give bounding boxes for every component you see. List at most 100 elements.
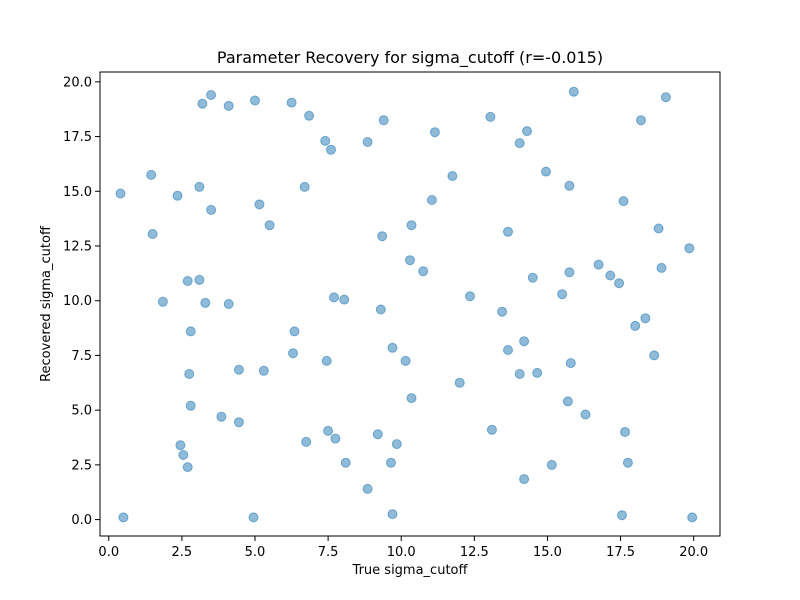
points-layer bbox=[115, 86, 698, 523]
x-tick-label: 5.0 bbox=[245, 545, 266, 560]
data-point bbox=[320, 135, 331, 146]
data-point bbox=[622, 457, 633, 468]
data-point bbox=[532, 367, 543, 378]
data-point bbox=[185, 400, 196, 411]
data-point bbox=[197, 98, 208, 109]
data-point bbox=[429, 127, 440, 138]
chart-title: Parameter Recovery for sigma_cutoff (r=-… bbox=[217, 48, 603, 68]
data-point bbox=[182, 462, 193, 473]
x-tick-label: 7.5 bbox=[318, 545, 339, 560]
data-point bbox=[233, 364, 244, 375]
data-point bbox=[465, 291, 475, 302]
data-point bbox=[660, 92, 671, 103]
x-tick-label: 10.0 bbox=[387, 545, 416, 560]
data-point bbox=[286, 97, 297, 108]
data-point bbox=[649, 350, 660, 361]
x-axis-label: True sigma_cutoff bbox=[352, 563, 469, 578]
x-tick-label: 0.0 bbox=[98, 545, 119, 560]
data-point bbox=[206, 204, 217, 215]
data-point bbox=[514, 369, 525, 379]
data-point bbox=[514, 138, 525, 149]
data-point bbox=[426, 195, 437, 205]
data-point bbox=[684, 243, 695, 254]
data-point bbox=[185, 326, 196, 337]
data-point bbox=[418, 266, 429, 277]
y-tick-label: 5.0 bbox=[71, 404, 92, 419]
y-tick-label: 2.5 bbox=[71, 458, 92, 473]
data-point bbox=[522, 126, 532, 137]
data-point bbox=[605, 270, 616, 281]
data-point bbox=[519, 336, 530, 347]
data-point bbox=[289, 326, 300, 337]
data-point bbox=[194, 181, 205, 192]
data-point bbox=[636, 115, 646, 126]
data-point bbox=[264, 220, 275, 231]
y-axis-label: Recovered sigma_cutoff bbox=[39, 225, 54, 382]
data-point bbox=[182, 276, 193, 286]
data-point bbox=[568, 86, 579, 97]
data-point bbox=[248, 512, 259, 523]
data-point bbox=[557, 289, 568, 300]
data-point bbox=[387, 342, 398, 353]
data-point bbox=[630, 320, 641, 331]
x-tick-label: 2.5 bbox=[172, 545, 193, 560]
data-point bbox=[565, 358, 576, 369]
data-point bbox=[387, 509, 398, 520]
data-point bbox=[614, 278, 625, 289]
data-point bbox=[340, 457, 351, 468]
data-point bbox=[362, 137, 373, 147]
data-point bbox=[580, 409, 591, 420]
data-point bbox=[115, 188, 126, 199]
data-point bbox=[546, 459, 557, 470]
data-point bbox=[330, 433, 341, 444]
data-point bbox=[486, 424, 497, 435]
data-point bbox=[362, 483, 373, 494]
x-tick-label: 12.5 bbox=[460, 545, 489, 560]
data-point bbox=[250, 95, 260, 106]
plot-frame bbox=[99, 71, 721, 537]
data-point bbox=[503, 226, 513, 237]
data-point bbox=[254, 199, 265, 210]
data-point bbox=[562, 396, 573, 407]
data-point bbox=[406, 393, 417, 404]
data-point bbox=[618, 196, 629, 207]
data-point bbox=[223, 100, 234, 111]
x-tick-label: 17.5 bbox=[606, 545, 635, 560]
data-point bbox=[653, 223, 664, 234]
data-point bbox=[216, 411, 227, 422]
data-point bbox=[497, 306, 508, 317]
x-axis: 0.0 2.5 5.0 7.5 10.0 12.5 15.0 17.5 20.0 bbox=[98, 536, 708, 560]
data-point bbox=[157, 296, 168, 307]
data-point bbox=[378, 115, 389, 126]
data-point bbox=[400, 355, 411, 366]
data-point bbox=[656, 262, 667, 273]
data-point bbox=[200, 297, 211, 308]
data-point bbox=[206, 90, 217, 100]
data-point bbox=[405, 255, 415, 266]
y-tick-label: 12.5 bbox=[63, 240, 92, 255]
data-point bbox=[519, 474, 530, 485]
data-point bbox=[620, 427, 630, 437]
data-point bbox=[178, 450, 189, 460]
x-tick-label: 20.0 bbox=[679, 545, 708, 560]
y-tick-label: 7.5 bbox=[71, 349, 92, 364]
data-point bbox=[564, 180, 575, 191]
data-point bbox=[375, 304, 386, 315]
data-point bbox=[223, 299, 234, 309]
data-point bbox=[329, 292, 339, 303]
data-point bbox=[541, 166, 551, 177]
data-point bbox=[593, 259, 604, 270]
data-point bbox=[175, 440, 186, 451]
data-point bbox=[172, 190, 183, 201]
data-point bbox=[321, 355, 332, 366]
data-point bbox=[288, 348, 298, 359]
data-point bbox=[640, 313, 651, 324]
data-point bbox=[233, 417, 244, 428]
data-point bbox=[503, 345, 513, 355]
data-point bbox=[299, 181, 310, 192]
data-point bbox=[258, 365, 269, 376]
data-point bbox=[687, 512, 698, 523]
data-point bbox=[194, 274, 205, 285]
data-point bbox=[617, 510, 627, 521]
y-axis: 0.0 2.5 5.0 7.5 10.0 12.5 15.0 17.5 20.0 bbox=[63, 75, 100, 528]
